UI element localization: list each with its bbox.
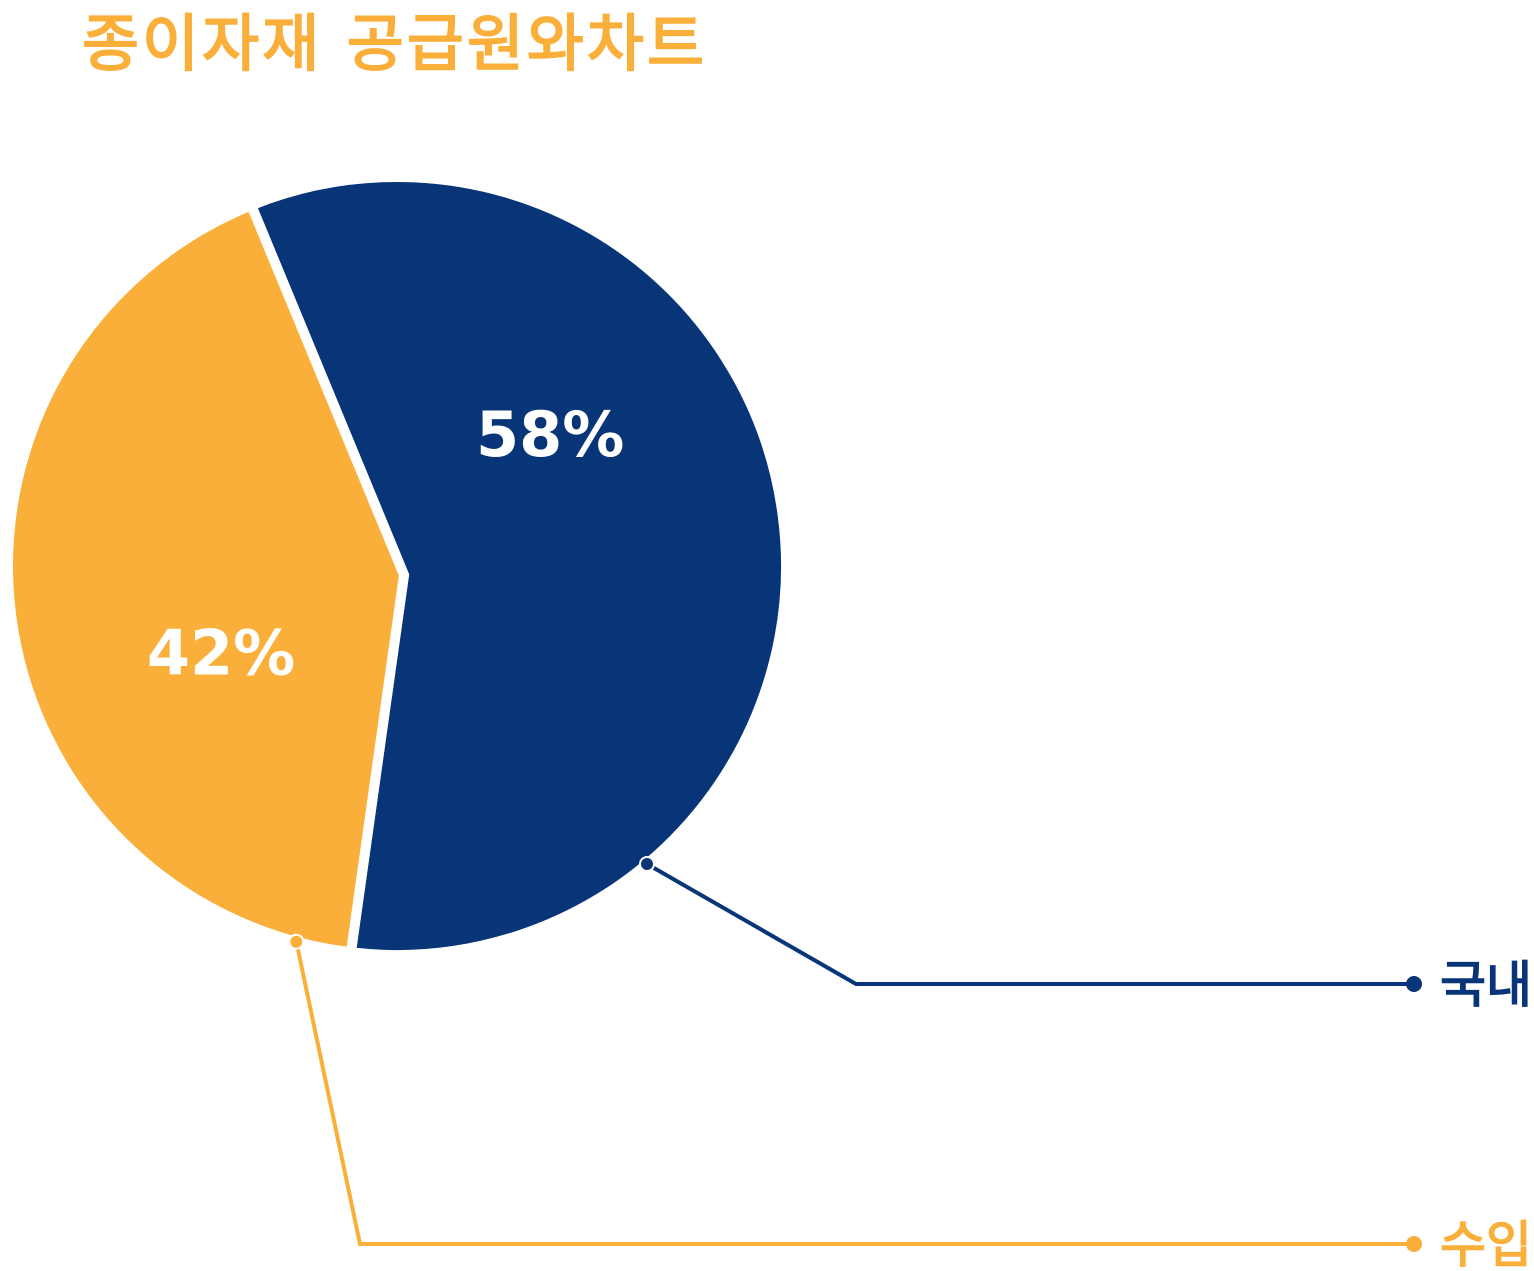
chart-title: 종이자재 공급원와차트	[82, 7, 707, 80]
leader-lines	[288, 856, 1414, 1246]
slice-value-label-domestic: 58%	[476, 398, 624, 471]
slice-labels: 58% 42%	[147, 398, 625, 689]
pie-slice-import	[3, 198, 410, 958]
legend-label-domestic: 국내	[1440, 956, 1532, 1014]
legend-dot-import	[1406, 1236, 1422, 1252]
pie-slices	[3, 172, 791, 960]
leader-start-dot-domestic	[639, 856, 655, 872]
leader-line-import	[294, 941, 1414, 1246]
leader-start-dot-import	[288, 933, 305, 950]
pie-slice-domestic	[244, 172, 791, 960]
slice-value-label-import: 42%	[147, 616, 295, 689]
legend-dot-domestic	[1406, 976, 1422, 992]
legend-label-import: 수입	[1440, 1216, 1532, 1271]
leader-line-domestic	[646, 862, 1414, 986]
